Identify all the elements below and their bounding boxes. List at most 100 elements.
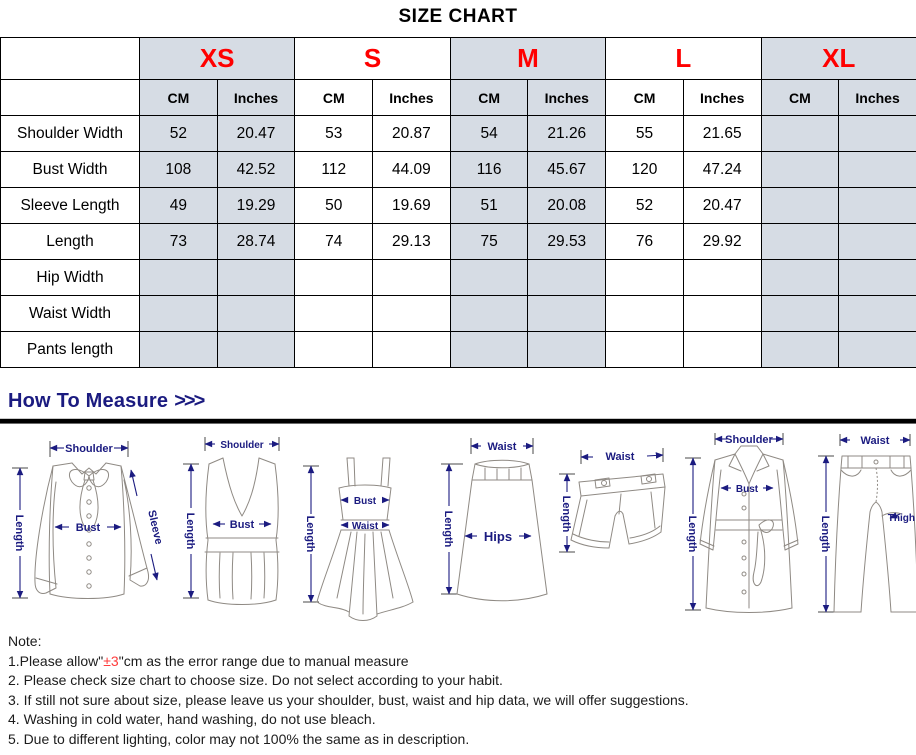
value-cell: [294, 295, 374, 332]
note-highlight: ±3: [103, 652, 119, 669]
value-cell: 52: [605, 187, 684, 224]
measure-label-bust: Bust: [76, 522, 101, 534]
value-cell: [760, 259, 840, 296]
value-cell: [760, 331, 840, 368]
value-cell: [216, 259, 296, 296]
measure-label-bust: Bust: [230, 519, 255, 531]
figure-blouse: Shoulder Length Bust Sleeve: [12, 441, 165, 599]
measure-label-thigh: Thigh: [888, 513, 915, 524]
how-to-measure-label: How To Measure: [8, 390, 169, 412]
value-cell: 19.29: [216, 187, 296, 224]
unit-header: Inches: [838, 79, 916, 116]
measure-label-shoulder: Shoulder: [725, 434, 773, 446]
value-cell: 29.53: [527, 223, 607, 260]
value-cell: [838, 187, 916, 224]
measure-label-waist: Waist: [606, 451, 635, 463]
value-cell: 20.87: [372, 115, 451, 152]
page-title: SIZE CHART: [398, 6, 518, 27]
measure-label-waist: Waist: [488, 441, 517, 453]
how-to-measure-heading: How To Measure >>>: [8, 390, 205, 413]
note-line: 3. If still not sure about size, please …: [8, 691, 689, 708]
value-cell: 20.47: [682, 187, 762, 224]
row-label: Bust Width: [0, 151, 140, 188]
measure-label-waist: Waist: [352, 521, 379, 532]
value-cell: [838, 151, 916, 188]
value-cell: 47.24: [682, 151, 762, 188]
value-cell: [527, 295, 607, 332]
table-row: Bust Width 108 42.52 112 44.09 116 45.67…: [0, 151, 916, 188]
row-label: Waist Width: [0, 295, 140, 332]
note-line: 5. Due to different lighting, color may …: [8, 730, 470, 747]
measure-label-sleeve: Sleeve: [145, 509, 165, 546]
value-cell: [760, 295, 840, 332]
value-cell: [216, 295, 296, 332]
note-text: 1.Please allow": [8, 652, 104, 669]
unit-header: CM: [449, 79, 529, 116]
unit-header: CM: [760, 79, 840, 116]
row-label: Shoulder Width: [0, 115, 140, 152]
value-cell: [838, 259, 916, 296]
measure-label-length: Length: [560, 496, 572, 533]
note-line: 1.Please allow"±3"cm as the error range …: [8, 652, 689, 672]
notes-heading: Note:: [8, 633, 42, 649]
value-cell: [838, 223, 916, 260]
value-cell: 112: [294, 151, 374, 188]
value-cell: [449, 259, 529, 296]
value-cell: 120: [605, 151, 684, 188]
figure-tank-top: Shoulder Length Bust: [183, 437, 280, 605]
value-cell: [449, 295, 529, 332]
measure-label-length: Length: [304, 516, 316, 553]
value-cell: 21.65: [682, 115, 762, 152]
notes-section: Note: 1.Please allow"±3"cm as the error …: [8, 632, 689, 749]
value-cell: [216, 331, 296, 368]
unit-header: CM: [294, 79, 374, 116]
table-row: Length 73 28.74 74 29.13 75 29.53 76 29.…: [0, 223, 916, 260]
measure-label-bust: Bust: [354, 496, 377, 507]
value-cell: [372, 295, 451, 332]
value-cell: 51: [449, 187, 529, 224]
size-header-l: L: [605, 37, 762, 80]
measure-label-length: Length: [184, 513, 196, 550]
value-cell: [682, 295, 762, 332]
chevrons-icon: >>>: [174, 390, 205, 412]
corner-cell: [0, 79, 140, 116]
unit-header: Inches: [527, 79, 607, 116]
value-cell: 116: [449, 151, 529, 188]
value-cell: 20.08: [527, 187, 607, 224]
value-cell: [294, 259, 374, 296]
value-cell: [838, 115, 916, 152]
corner-cell: [0, 37, 140, 80]
value-cell: [838, 331, 916, 368]
measure-label-shoulder: Shoulder: [220, 440, 263, 451]
size-chart-table: XS S M L XL CM Inches CM Inches CM Inche…: [0, 37, 916, 368]
row-label: Hip Width: [0, 259, 140, 296]
value-cell: 50: [294, 187, 374, 224]
measure-label-waist: Waist: [861, 435, 890, 447]
size-header-row: XS S M L XL: [0, 37, 916, 80]
value-cell: 42.52: [216, 151, 296, 188]
table-row: Sleeve Length 49 19.29 50 19.69 51 20.08…: [0, 187, 916, 224]
row-label: Sleeve Length: [0, 187, 140, 224]
value-cell: [527, 331, 607, 368]
value-cell: 54: [449, 115, 529, 152]
measure-label-length: Length: [442, 511, 454, 548]
value-cell: 108: [139, 151, 218, 188]
size-header-xs: XS: [138, 37, 296, 80]
value-cell: 52: [139, 115, 218, 152]
value-cell: 28.74: [216, 223, 296, 260]
unit-header: CM: [605, 79, 684, 116]
value-cell: [838, 295, 916, 332]
value-cell: [139, 259, 218, 296]
value-cell: [760, 187, 840, 224]
value-cell: 29.92: [682, 223, 762, 260]
value-cell: [682, 259, 762, 296]
value-cell: 55: [605, 115, 684, 152]
table-row: Waist Width: [0, 295, 916, 332]
note-line: 2. Please check size chart to choose siz…: [8, 672, 503, 688]
value-cell: 53: [294, 115, 374, 152]
value-cell: 21.26: [527, 115, 607, 152]
measure-label-shoulder: Shoulder: [65, 443, 113, 455]
size-header-xl: XL: [760, 37, 916, 80]
figure-coat: Shoulder Length Bust: [685, 433, 799, 613]
value-cell: 44.09: [372, 151, 451, 188]
